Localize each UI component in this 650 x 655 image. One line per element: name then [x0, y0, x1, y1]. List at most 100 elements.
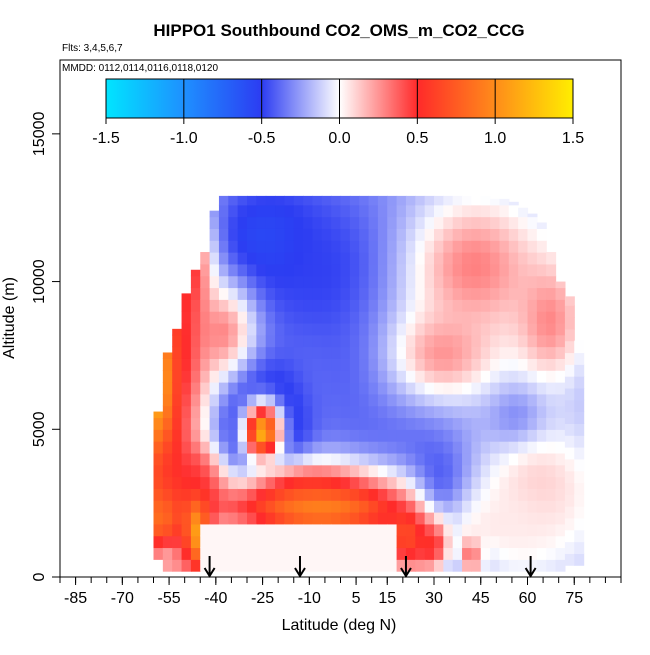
- heatmap-cell: [546, 322, 557, 336]
- heatmap-cell: [256, 512, 267, 525]
- heatmap-cell: [275, 429, 285, 442]
- heatmap-cell: [471, 393, 482, 407]
- heatmap-cell: [340, 535, 351, 549]
- heatmap-cell: [218, 547, 229, 560]
- heatmap-cell: [218, 195, 229, 206]
- heatmap-cell: [162, 523, 173, 537]
- heatmap-cell: [499, 452, 510, 466]
- heatmap-cell: [247, 382, 257, 395]
- heatmap-cell: [508, 441, 519, 454]
- heatmap-cell: [536, 228, 547, 241]
- heatmap-cell: [321, 535, 332, 549]
- heatmap-cell: [321, 287, 332, 300]
- heatmap-cell: [237, 263, 248, 277]
- heatmap-cell: [209, 405, 220, 419]
- heatmap-cell: [424, 358, 435, 371]
- heatmap-cell: [256, 275, 267, 289]
- heatmap-cell: [546, 429, 557, 442]
- y-tick-label: 15000: [31, 112, 48, 157]
- heatmap-cell: [312, 346, 323, 359]
- heatmap-cell: [256, 382, 267, 395]
- heatmap-cell: [303, 535, 314, 549]
- heatmap-cell: [190, 429, 201, 442]
- heatmap-cell: [209, 299, 220, 312]
- heatmap-cell: [331, 216, 342, 229]
- heatmap-cell: [424, 195, 435, 206]
- heatmap-cell: [181, 322, 192, 336]
- heatmap-cell: [172, 370, 183, 383]
- heatmap-cell: [574, 529, 585, 543]
- heatmap-cell: [527, 228, 538, 241]
- heatmap-cell: [237, 311, 248, 324]
- heatmap-cell: [237, 287, 248, 300]
- heatmap-cell: [368, 464, 379, 478]
- heatmap-cell: [349, 204, 360, 218]
- heatmap-cell: [424, 547, 435, 560]
- heatmap-cell: [303, 195, 314, 206]
- heatmap-cell: [247, 228, 257, 241]
- heatmap-cell: [284, 287, 295, 300]
- heatmap-cell: [452, 452, 463, 466]
- heatmap-cell: [162, 535, 173, 549]
- heatmap-cell: [349, 535, 360, 549]
- heatmap-cell: [265, 287, 276, 300]
- heatmap-cell: [312, 299, 323, 312]
- heatmap-cell: [284, 512, 295, 525]
- heatmap-cell: [424, 263, 435, 277]
- heatmap-cell: [237, 523, 248, 537]
- heatmap-cell: [396, 382, 407, 395]
- heatmap-cell: [434, 334, 444, 348]
- heatmap-cell: [247, 358, 257, 371]
- heatmap-cell: [303, 488, 314, 501]
- heatmap-cell: [359, 441, 370, 454]
- heatmap-cell: [546, 488, 557, 501]
- heatmap-cell: [190, 500, 201, 513]
- heatmap-cell: [247, 429, 257, 442]
- heatmap-cell: [256, 322, 267, 336]
- heatmap-cell: [172, 334, 183, 348]
- heatmap-cell: [162, 500, 173, 513]
- heatmap-cell: [377, 334, 388, 348]
- heatmap-cell: [284, 322, 295, 336]
- heatmap-cell: [237, 216, 248, 229]
- heatmap-cell: [415, 299, 426, 312]
- heatmap-cell: [424, 228, 435, 241]
- heatmap-cell: [247, 195, 257, 206]
- heatmap-cell: [443, 358, 454, 371]
- heatmap-cell: [247, 464, 257, 478]
- heatmap-cell: [452, 228, 463, 241]
- heatmap-cell: [490, 464, 501, 478]
- heatmap-cell: [377, 228, 388, 241]
- heatmap-cell: [490, 382, 501, 395]
- heatmap-cell: [396, 346, 407, 359]
- heatmap-cell: [471, 405, 482, 419]
- heatmap-cell: [499, 370, 510, 383]
- heatmap-cell: [321, 476, 332, 489]
- heatmap-cell: [303, 216, 314, 229]
- heatmap-cell: [172, 393, 183, 407]
- heatmap-cell: [209, 240, 220, 253]
- heatmap-cell: [228, 195, 239, 206]
- heatmap-cell: [284, 393, 295, 407]
- heatmap-cell: [293, 417, 304, 430]
- heatmap-cell: [162, 405, 173, 419]
- heatmap-cell: [443, 334, 454, 348]
- heatmap-cell: [181, 441, 192, 454]
- heatmap-cell: [387, 252, 398, 265]
- heatmap-cell: [508, 216, 519, 229]
- heatmap-cell: [256, 500, 267, 513]
- heatmap-cell: [508, 334, 519, 348]
- heatmap-cell: [396, 322, 407, 336]
- heatmap-cell: [181, 523, 192, 537]
- heatmap-cell: [536, 452, 547, 466]
- heatmap-cell: [396, 334, 407, 348]
- heatmap-cell: [387, 500, 398, 513]
- heatmap-cell: [172, 452, 183, 466]
- heatmap-cell: [527, 252, 538, 265]
- heatmap-cell: [200, 322, 211, 336]
- heatmap-cell: [434, 263, 444, 277]
- heatmap-cell: [359, 263, 370, 277]
- heatmap-cell: [424, 346, 435, 359]
- heatmap-cell: [387, 559, 398, 572]
- heatmap-cell: [303, 334, 314, 348]
